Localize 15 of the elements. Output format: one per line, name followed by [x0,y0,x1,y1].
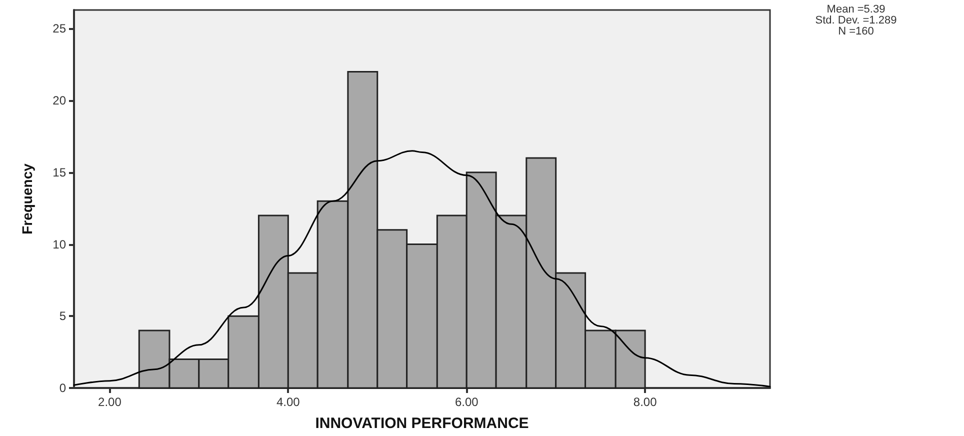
x-tick-label: 2.00 [98,395,122,409]
y-axis-title: Frequency [19,163,35,234]
text: Std. Dev. =1.289 [815,14,897,26]
text: N =160 [838,26,874,38]
x-axis-title: INNOVATION PERFORMANCE [315,415,529,432]
x-tick-label: 6.00 [454,395,479,409]
y-tick-label: 20 [52,94,66,108]
x-tick-label: 4.00 [276,395,300,409]
y-tick-label: 5 [59,309,66,324]
y-tick-label: 0 [59,381,66,395]
x-tick-label: 8.00 [633,395,658,409]
y-tick-label: 10 [52,237,66,252]
text: Mean =5.39 [826,4,886,16]
y-tick-label: 25 [52,22,66,36]
y-tick-label: 15 [52,165,66,180]
